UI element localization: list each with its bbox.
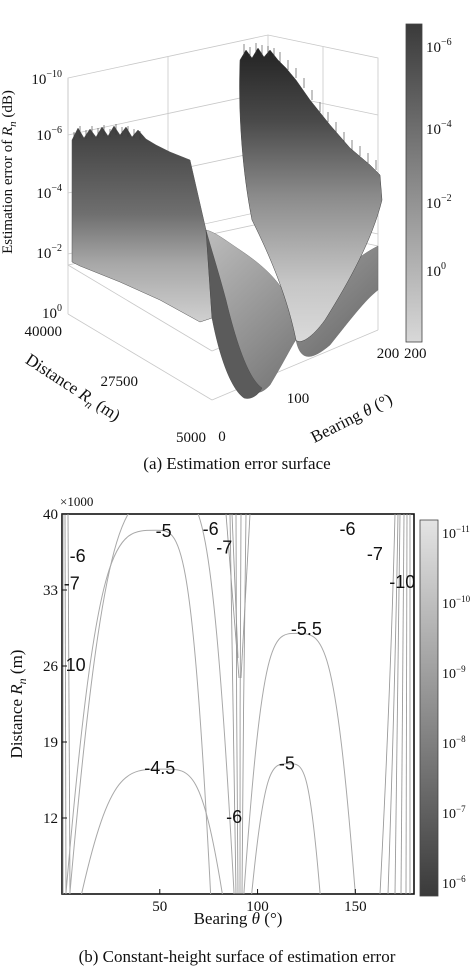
z-axis: 100 10−2 10−4 10−6 10−10 (31, 69, 62, 322)
x-axis: 0 100 200 (218, 346, 399, 445)
contour-background (62, 514, 411, 894)
colorbar: 10−11 10−10 10−9 10−8 10−7 10−6 (419, 519, 471, 897)
surface-mesh (71, 43, 383, 399)
z-tick: 10−6 (36, 125, 62, 144)
y-axis: 12 19 26 33 40 (43, 507, 67, 827)
y-tick: 40000 (25, 324, 63, 340)
x-tick: 150 (344, 899, 367, 915)
y-tick: 33 (43, 583, 58, 599)
chart-title: (b) Constant-height surface of estimatio… (79, 947, 396, 966)
contour-line (69, 514, 235, 894)
x-tick: 0 (218, 429, 226, 445)
y-axis-label: Distance Rn (m) (7, 650, 29, 759)
contour-line (65, 529, 212, 894)
contour-line (243, 632, 356, 894)
contour-label: -5.5 (291, 619, 322, 639)
colorbar: 10−6 10−4 10−2 100 200 (404, 23, 452, 362)
z-axis-label: Estimation error of Rn (dB) (0, 90, 19, 254)
contour-label: -7 (216, 537, 232, 557)
contour-chart: ×1000 -6-710-5 -6-7-5.5-4.5 -5-6-6-7-10 50… (7, 494, 471, 966)
y-axis: 40000 27500 5000 (25, 324, 207, 446)
x-tick: 100 (287, 391, 310, 407)
colorbar-tick: 100 (426, 261, 446, 280)
x-axis-label: Bearing θ (°) (308, 389, 396, 446)
x-tick: 50 (152, 899, 167, 915)
plot-area (61, 513, 415, 895)
contour-label: 10 (66, 655, 86, 675)
colorbar-tick: 10−6 (426, 37, 452, 56)
z-tick: 10−2 (36, 243, 62, 262)
x-tick: 100 (246, 899, 269, 915)
colorbar-tick: 10−10 (442, 594, 471, 612)
y-tick: 5000 (176, 430, 206, 446)
colorbar-tick: 10−2 (426, 193, 452, 212)
y-tick: 12 (43, 811, 58, 827)
chart-title: (a) Estimation error surface (143, 454, 330, 473)
contour-label: -10 (389, 572, 415, 592)
contour-label: -6 (203, 519, 219, 539)
y-tick: 19 (43, 735, 58, 751)
z-tick: 100 (42, 303, 62, 322)
colorbar-tick: 10−9 (442, 664, 466, 682)
y-tick: 27500 (101, 374, 139, 390)
contour-label: -6 (340, 519, 356, 539)
colorbar-tick: 10−8 (442, 734, 466, 752)
surface-chart: 100 10−2 10−4 10−6 10−10 Estimation erro… (0, 23, 452, 473)
colorbar-tick: 200 (404, 346, 427, 362)
x-axis-label: Bearing θ (°) (194, 909, 283, 928)
contour-lines (65, 514, 356, 894)
contour-label: -7 (64, 573, 80, 593)
contour-label: -6 (226, 807, 242, 827)
colorbar-tick: 10−4 (426, 119, 452, 138)
contour-label: -4.5 (144, 758, 175, 778)
contour-label: -5 (156, 521, 172, 541)
z-tick: 10−10 (31, 69, 62, 88)
contour-labels: -6-710-5 -6-7-5.5-4.5 -5-6-6-7-10 (64, 519, 416, 827)
x-axis: 50 100 150 (152, 889, 367, 915)
z-tick: 10−4 (36, 183, 62, 202)
contour-line (251, 763, 321, 894)
y-tick: 26 (43, 659, 59, 675)
colorbar-tick: 10−11 (442, 524, 470, 542)
y-tick: 40 (43, 507, 58, 523)
x-tick: 200 (377, 346, 400, 362)
contour-label: -6 (70, 546, 86, 566)
contour-label: -5 (279, 754, 295, 774)
contour-label: -7 (367, 544, 383, 564)
colorbar-tick: 10−7 (442, 804, 466, 822)
contour-line (81, 768, 223, 894)
colorbar-tick: 10−6 (442, 874, 466, 892)
y-multiplier: ×1000 (60, 494, 93, 509)
